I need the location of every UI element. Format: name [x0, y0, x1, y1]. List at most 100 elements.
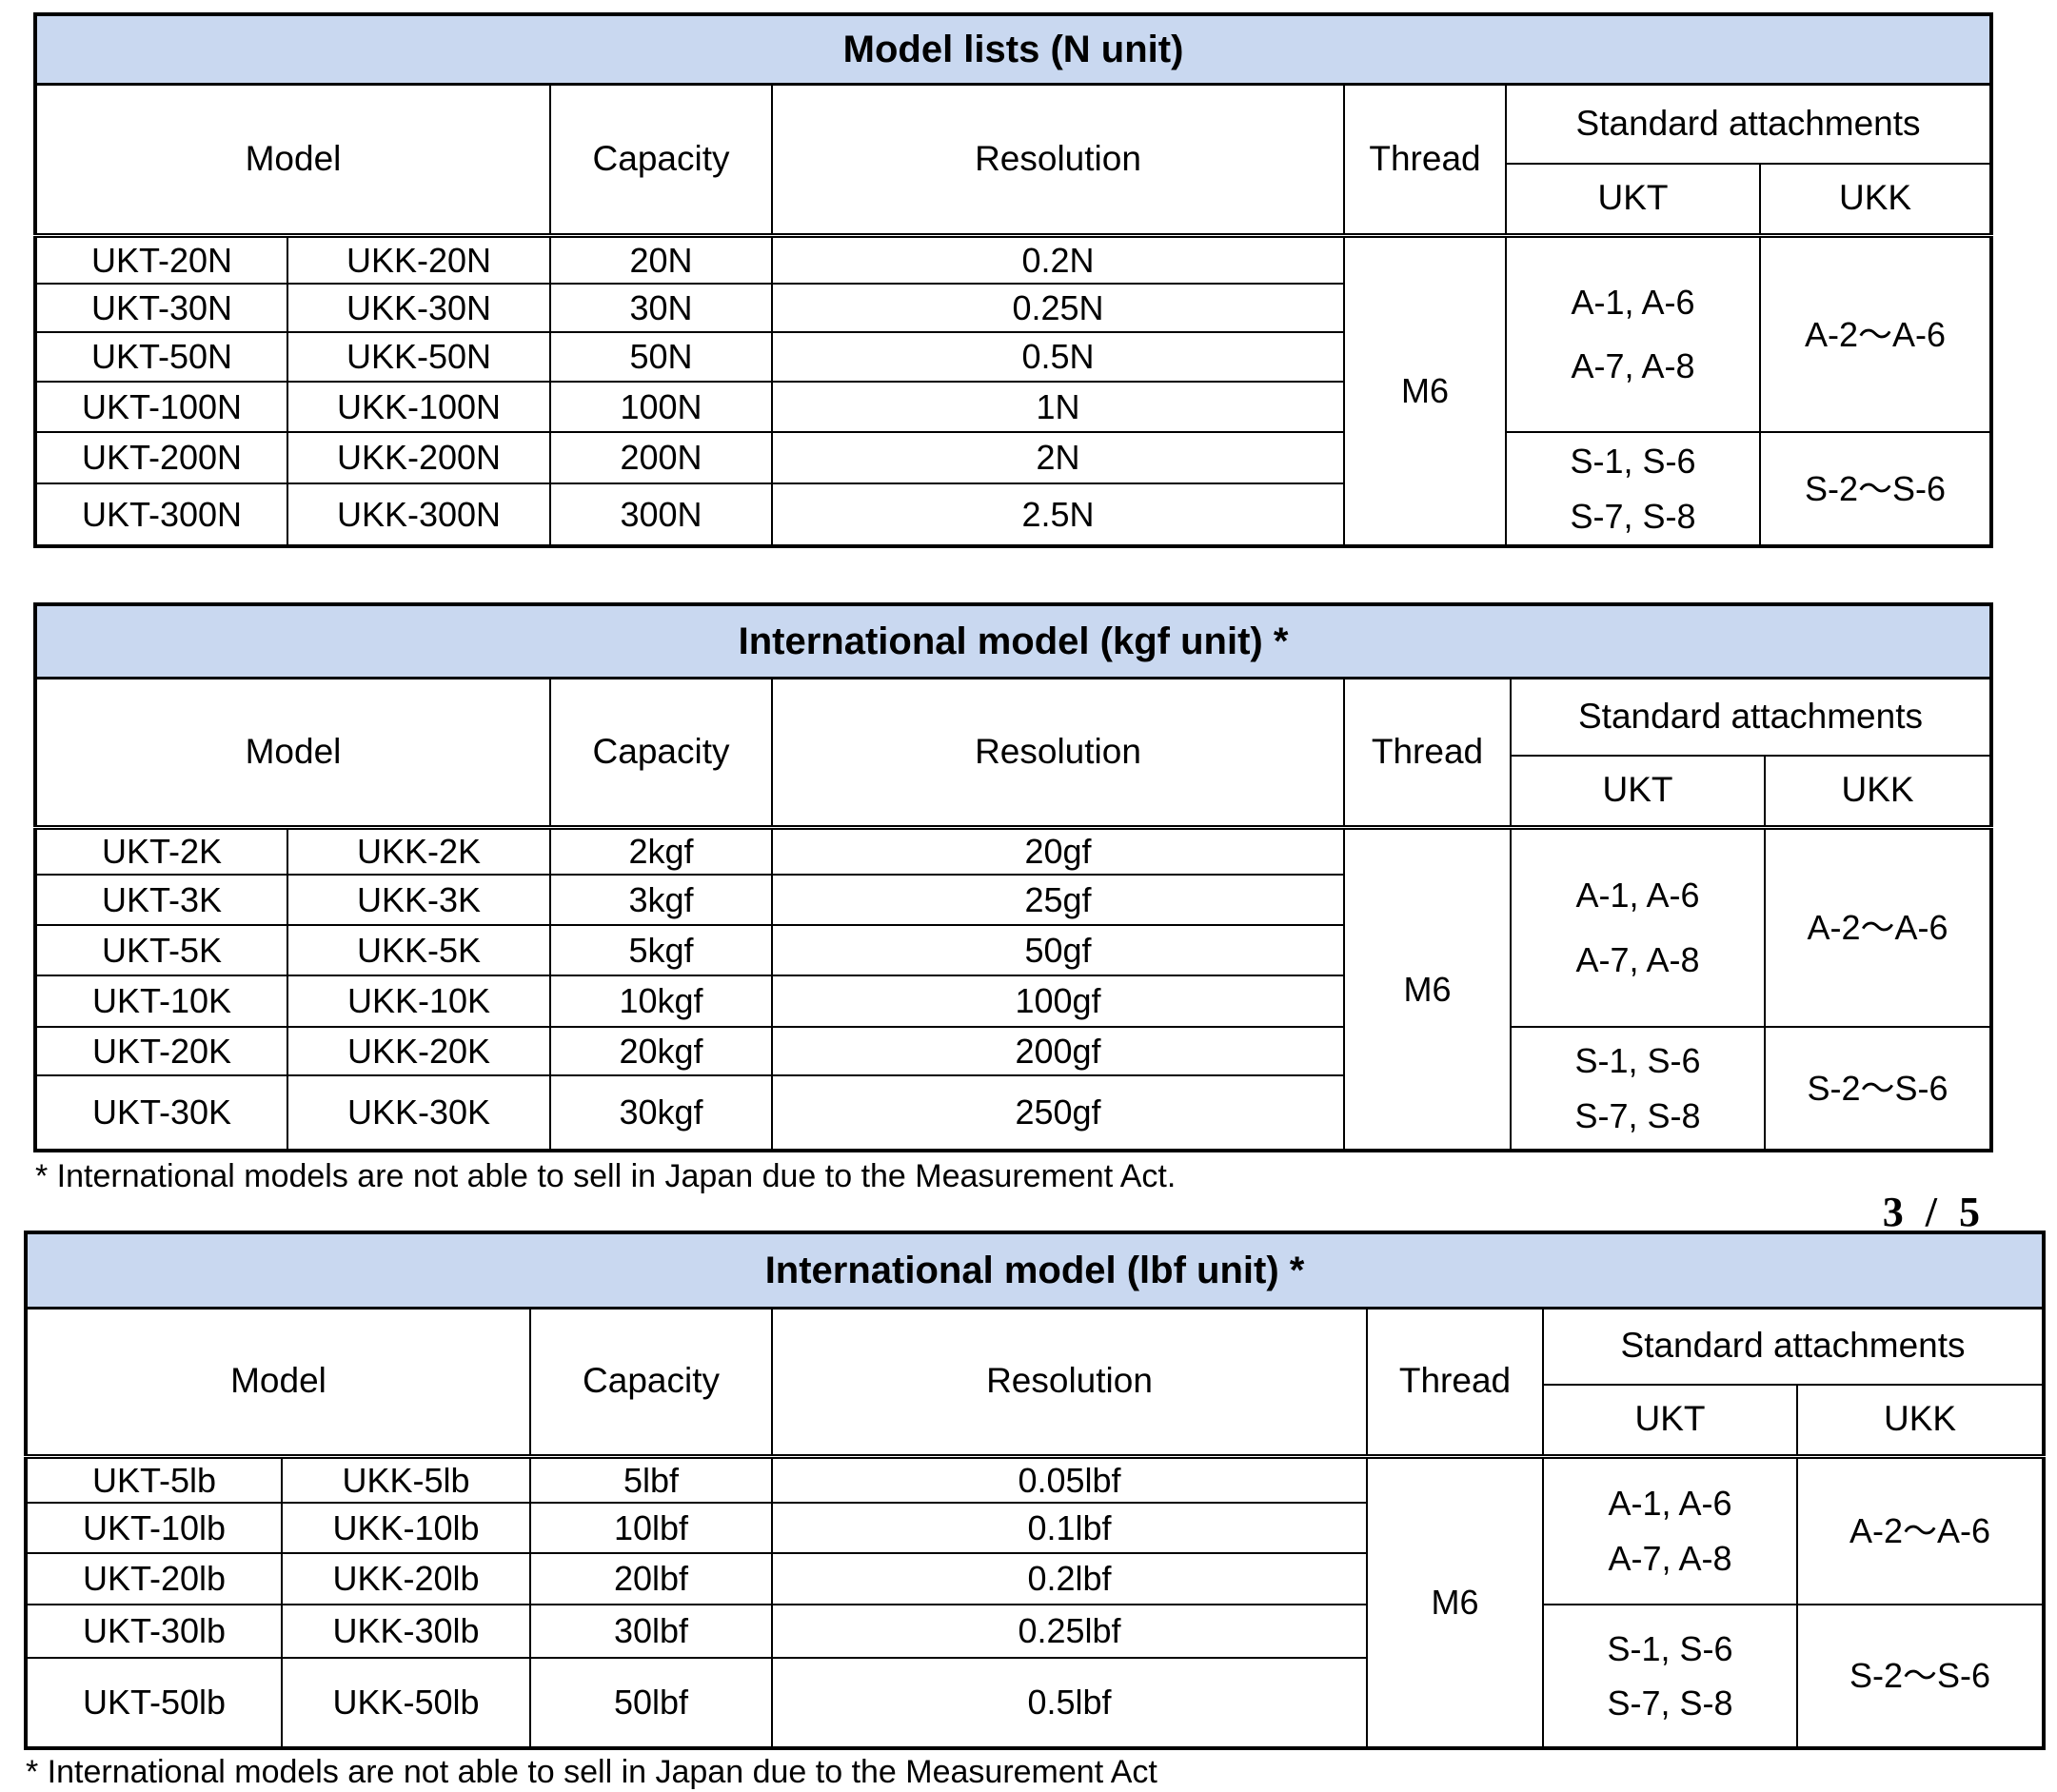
model-ukt-cell: UKT-100N — [34, 381, 288, 433]
table-row: UKT-50N UKK-50N 50N 0.5N — [34, 331, 1991, 383]
table-title: International model (lbf unit) * — [24, 1231, 2046, 1310]
table-row: Model Capacity Resolution Thread Standar… — [25, 1307, 2046, 1459]
model-ukt-cell: UKT-30K — [34, 1074, 288, 1152]
resolution-cell: 100gf — [771, 975, 1345, 1028]
capacity-header: Capacity — [549, 83, 773, 238]
model-ukk-cell: UKK-2K — [287, 826, 551, 876]
ukt-subheader: UKT — [1510, 755, 1766, 830]
table-row: UKT-50lb UKK-50lb 50lbf 0.5lbf — [25, 1657, 2044, 1749]
table-row: UKT-200N UKK-200N 200N 2N S-1, S-6 S-7, … — [34, 431, 1993, 547]
table-row: International model (lbf unit) * — [24, 1231, 2046, 1310]
resolution-cell: 200gf — [771, 1026, 1345, 1076]
attachment-line: A-7, A-8 — [1571, 346, 1695, 386]
resolution-cell: 0.5N — [771, 331, 1345, 383]
model-ukt-cell: UKT-200N — [34, 431, 288, 484]
model-ukk-cell: UKK-20lb — [281, 1552, 531, 1605]
model-ukk-cell: UKK-20K — [287, 1026, 551, 1076]
model-ukk-cell: UKK-30N — [287, 283, 551, 333]
ukk-attachments-a-cell: A-2～A-6 — [1758, 234, 1993, 433]
capacity-cell: 30N — [549, 283, 773, 333]
table-row: UKT-20N UKK-20N 20N 0.2N M6 A-1, A-6 A-7… — [34, 234, 1993, 547]
attachment-lines: S-1, S-6 S-7, S-8 — [1545, 1628, 1795, 1723]
table-row: International model (kgf unit) * — [33, 603, 1993, 679]
model-ukk-cell: UKK-10K — [287, 975, 551, 1028]
resolution-cell: 2.5N — [771, 482, 1345, 547]
attachment-line: A-1, A-6 — [1575, 876, 1700, 916]
table-row: Model lists (N unit) — [33, 13, 1993, 86]
kgf-unit-table: International model (kgf unit) * Model C… — [33, 602, 1994, 1152]
resolution-cell: 0.2N — [771, 234, 1345, 285]
attachment-lines: S-1, S-6 S-7, S-8 — [1513, 1041, 1763, 1135]
resolution-cell: 2N — [771, 431, 1345, 484]
attachment-lines: A-1, A-6 A-7, A-8 — [1545, 1484, 1795, 1578]
model-ukt-cell: UKT-10K — [34, 975, 288, 1028]
ukk-attachments-s-cell: S-2～S-6 — [1795, 1604, 2046, 1749]
resolution-cell: 0.5lbf — [771, 1657, 1368, 1749]
capacity-cell: 30kgf — [549, 1074, 773, 1152]
capacity-cell: 2kgf — [549, 826, 773, 876]
resolution-header: Resolution — [771, 1307, 1368, 1459]
attachment-line: S-1, S-6 — [1574, 1041, 1701, 1081]
table-row: UKT-3K UKK-3K 3kgf 25gf — [34, 874, 1991, 926]
lbf-unit-table: International model (lbf unit) * Model C… — [24, 1231, 2047, 1750]
attachment-lines: S-1, S-6 S-7, S-8 — [1508, 442, 1758, 536]
ukk-attachments-s-cell: S-2～S-6 — [1763, 1026, 1993, 1152]
attachment-lines: A-1, A-6 A-7, A-8 — [1508, 283, 1758, 386]
table-title: International model (kgf unit) * — [33, 603, 1993, 679]
ukk-subheader: UKK — [1795, 1384, 2046, 1459]
capacity-cell: 20kgf — [549, 1026, 773, 1076]
model-ukk-cell: UKK-5lb — [281, 1455, 531, 1504]
attachment-line: S-1, S-6 — [1607, 1628, 1733, 1668]
attachment-lines: A-1, A-6 A-7, A-8 — [1513, 876, 1763, 979]
table-row: UKT-2K UKK-2K 2kgf 20gf M6 A-1, A-6 A-7,… — [34, 826, 1993, 1152]
table-row: UKT-5lb UKK-5lb 5lbf 0.05lbf M6 A-1, A-6… — [25, 1455, 2046, 1749]
model-ukt-cell: UKT-20lb — [25, 1552, 283, 1605]
capacity-header: Capacity — [529, 1307, 773, 1459]
table-row: UKT UKK — [35, 163, 1993, 238]
model-ukk-cell: UKK-50N — [287, 331, 551, 383]
attachment-line: S-7, S-8 — [1570, 496, 1696, 536]
table-row: UKT-20lb UKK-20lb 20lbf 0.2lbf — [25, 1552, 2044, 1605]
attachment-line: A-7, A-8 — [1608, 1538, 1732, 1578]
attachment-line: A-1, A-6 — [1608, 1484, 1732, 1524]
table-row: UKT-100N UKK-100N 100N 1N — [34, 381, 1991, 433]
capacity-cell: 30lbf — [529, 1604, 773, 1659]
ukt-attachments-s-cell: S-1, S-6 S-7, S-8 — [1505, 431, 1761, 547]
attachment-line: S-7, S-8 — [1607, 1684, 1733, 1723]
thread-cell: M6 — [1343, 826, 1512, 1152]
ukk-subheader: UKK — [1763, 755, 1993, 830]
resolution-cell: 0.25N — [771, 283, 1345, 333]
kgf-unit-table-section: International model (kgf unit) * Model C… — [33, 602, 1994, 1152]
resolution-cell: 25gf — [771, 874, 1345, 926]
attachment-line: S-1, S-6 — [1570, 442, 1696, 482]
capacity-cell: 200N — [549, 431, 773, 484]
thread-cell: M6 — [1343, 234, 1507, 547]
model-ukt-cell: UKT-300N — [34, 482, 288, 547]
table-row: UKT-30N UKK-30N 30N 0.25N — [34, 283, 1991, 333]
model-ukt-cell: UKT-30lb — [25, 1604, 283, 1659]
model-ukt-cell: UKT-20K — [34, 1026, 288, 1076]
ukt-attachments-a-cell: A-1, A-6 A-7, A-8 — [1510, 826, 1766, 1028]
model-ukt-cell: UKT-10lb — [25, 1502, 283, 1554]
resolution-cell: 1N — [771, 381, 1345, 433]
model-ukk-cell: UKK-3K — [287, 874, 551, 926]
capacity-cell: 5kgf — [549, 924, 773, 976]
model-ukt-cell: UKT-5lb — [25, 1455, 283, 1504]
model-ukk-cell: UKK-200N — [287, 431, 551, 484]
thread-header: Thread — [1343, 83, 1507, 238]
resolution-cell: 0.1lbf — [771, 1502, 1368, 1554]
table-row: UKT-10K UKK-10K 10kgf 100gf — [34, 975, 1991, 1028]
resolution-cell: 0.2lbf — [771, 1552, 1368, 1605]
model-header: Model — [34, 677, 551, 830]
model-ukk-cell: UKK-20N — [287, 234, 551, 285]
table-row: Model Capacity Resolution Thread Standar… — [34, 677, 1993, 830]
ukt-attachments-s-cell: S-1, S-6 S-7, S-8 — [1510, 1026, 1766, 1152]
ukk-attachments-a-cell: A-2～A-6 — [1795, 1455, 2046, 1605]
thread-header: Thread — [1343, 677, 1512, 830]
model-ukt-cell: UKT-5K — [34, 924, 288, 976]
standard-attachments-header: Standard attachments — [1541, 1307, 2046, 1386]
table-row: UKT UKK — [26, 1384, 2046, 1459]
thread-cell: M6 — [1366, 1455, 1544, 1749]
n-unit-table: Model lists (N unit) Model Capacity Reso… — [33, 12, 1994, 548]
page-number: 3 / 5 — [1882, 1189, 1980, 1235]
